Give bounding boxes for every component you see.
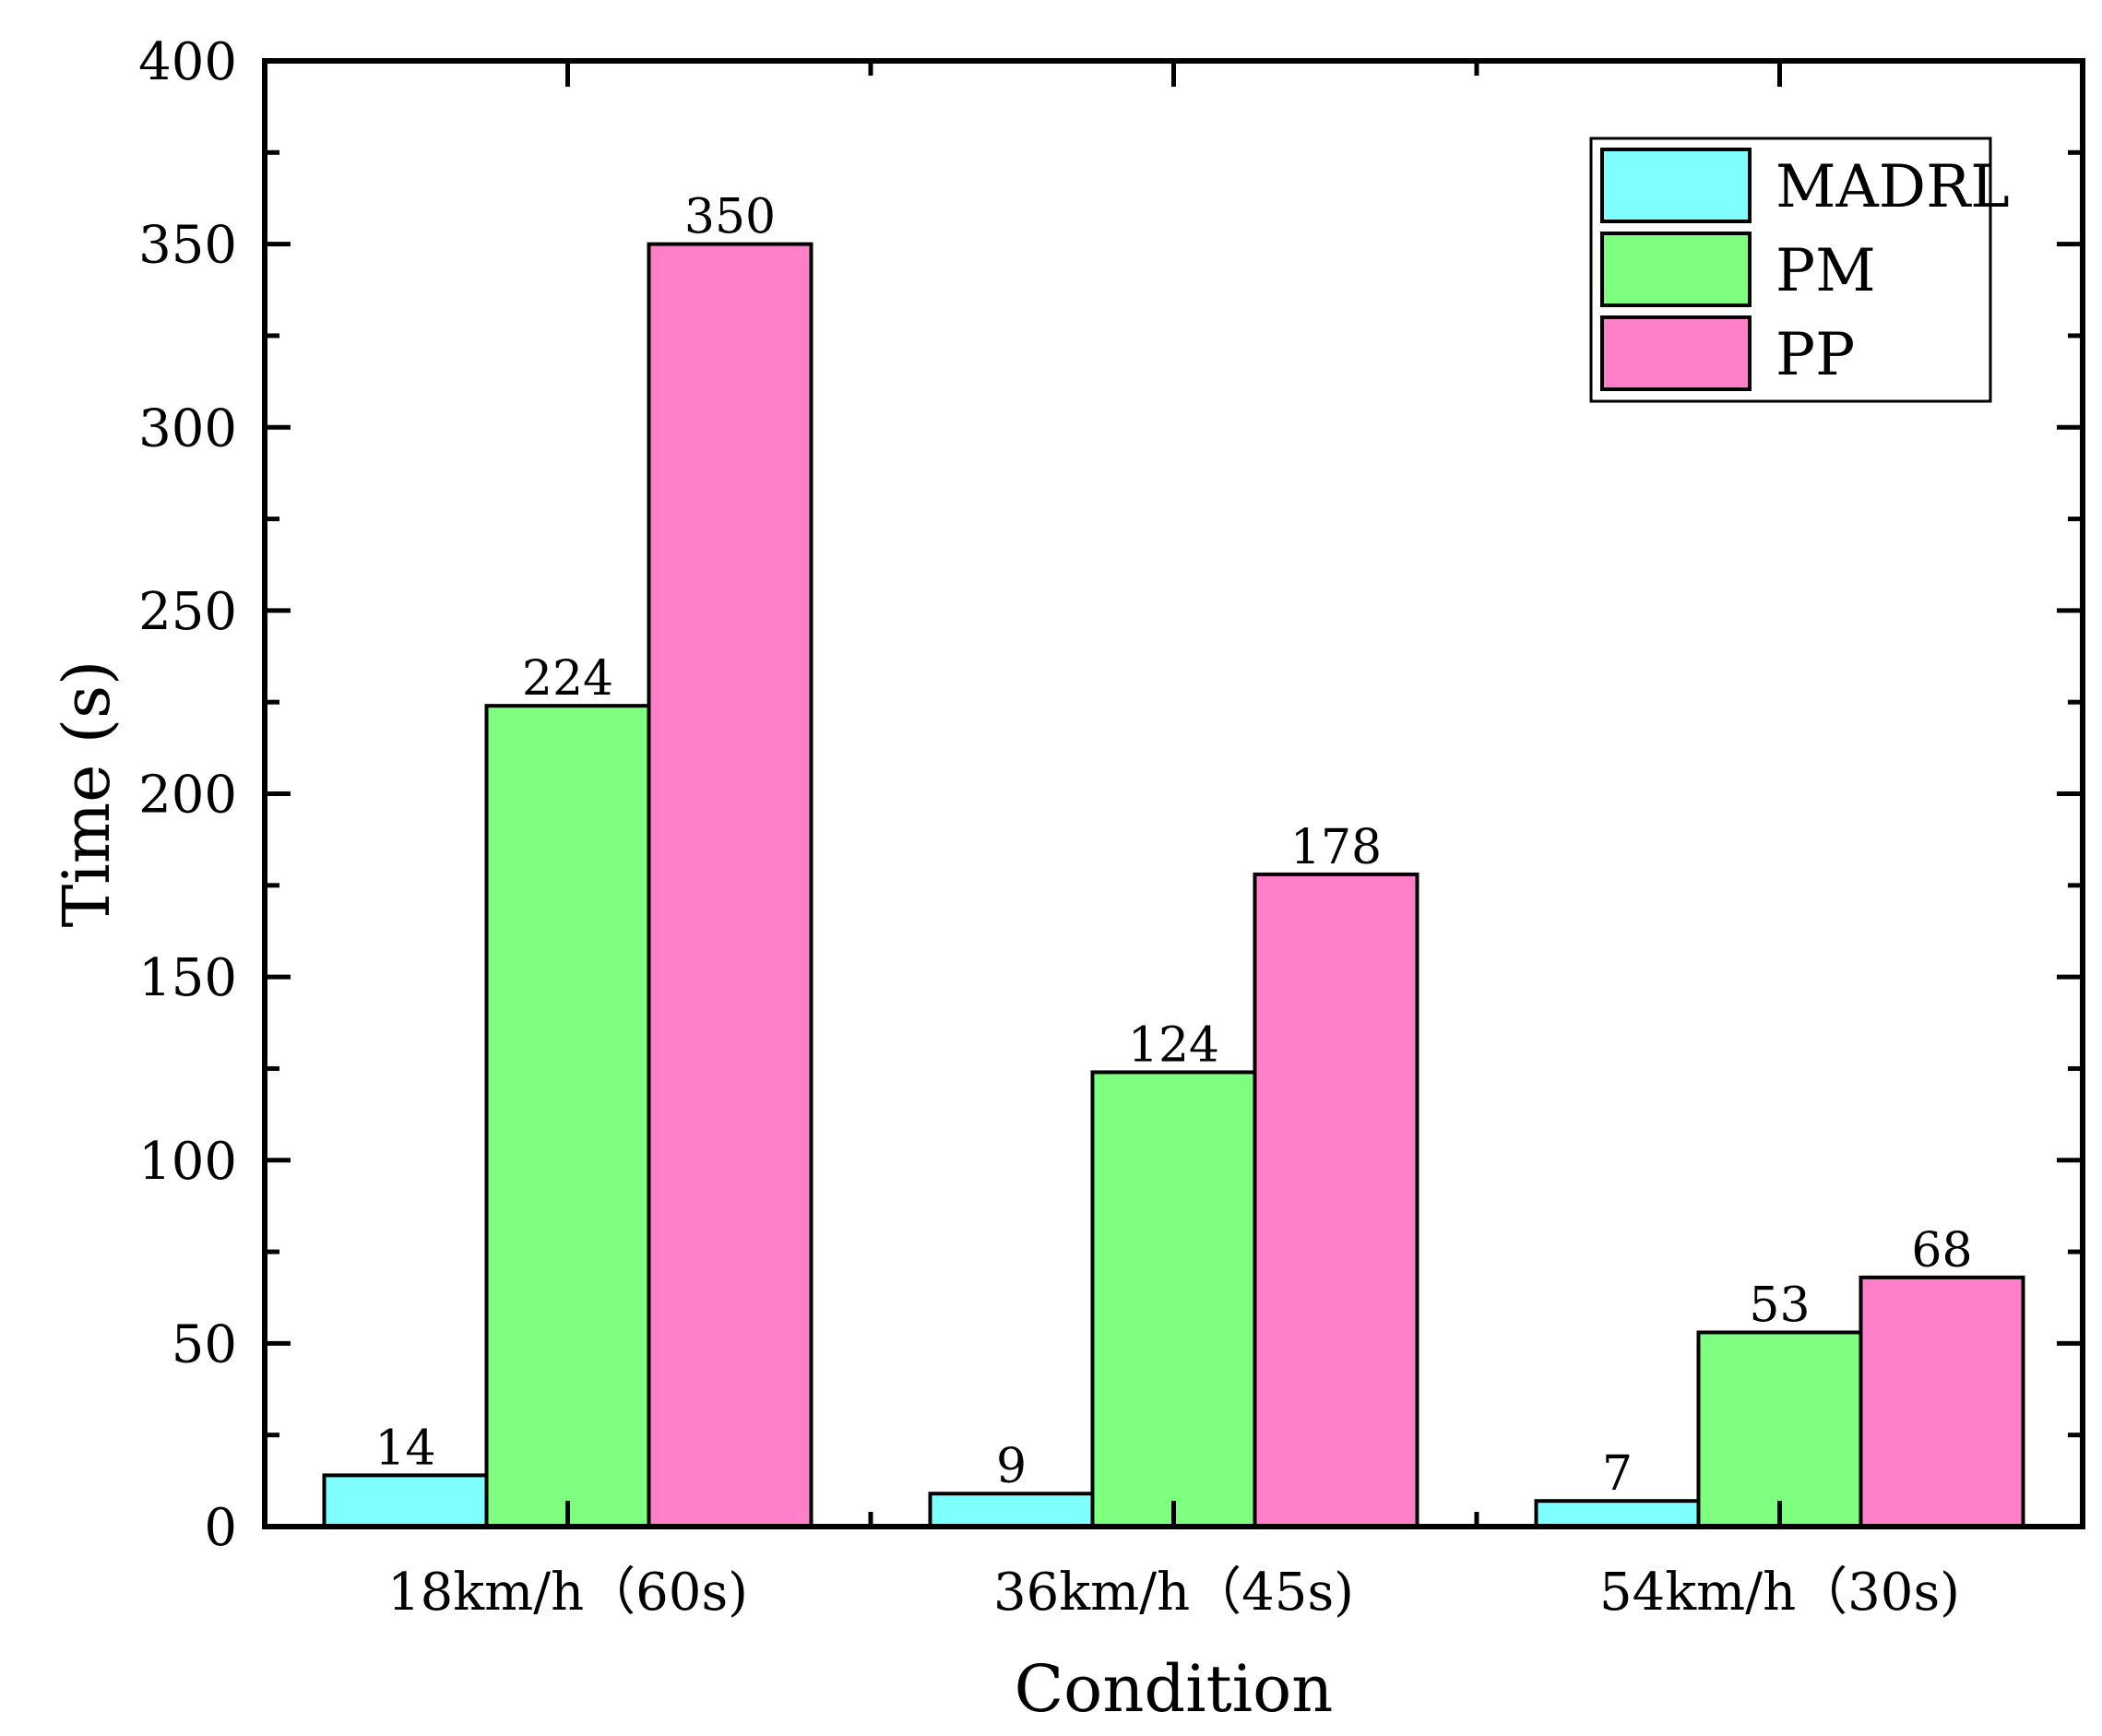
y-axis-title: Time (s) xyxy=(49,660,125,928)
data-label-pm-1: 224 xyxy=(522,651,613,707)
legend-swatch-madrl xyxy=(1600,148,1752,223)
bar-madrl-2 xyxy=(928,1492,1095,1529)
legend-label-pm: PM xyxy=(1775,237,1876,305)
y-tick-label: 50 xyxy=(172,1314,237,1374)
bar-pp-2 xyxy=(1253,872,1419,1528)
y-tick-label: 350 xyxy=(138,216,237,276)
bar-madrl-3 xyxy=(1534,1499,1701,1529)
data-labels: 14 9 7 224 124 53 350 178 68 xyxy=(374,190,1972,1503)
legend: MADRL PM PP xyxy=(1589,137,2010,403)
bar-pm-1 xyxy=(484,704,651,1528)
data-label-madrl-1: 14 xyxy=(374,1421,435,1476)
legend-label-pp: PP xyxy=(1775,321,1855,389)
x-tick-label: 54km/h（30s) xyxy=(1599,1563,1960,1623)
y-tick-label: 200 xyxy=(138,766,237,826)
y-tick-label: 100 xyxy=(138,1132,237,1192)
x-axis-title: Condition xyxy=(1015,1651,1334,1727)
bar-pm-3 xyxy=(1696,1330,1863,1529)
x-tick-labels: 18km/h（60s) 36km/h（45s) 54km/h（30s) xyxy=(387,1563,1960,1623)
data-label-pp-3: 68 xyxy=(1911,1223,1972,1278)
data-label-pm-3: 53 xyxy=(1749,1278,1810,1333)
y-tick-label: 150 xyxy=(138,948,237,1008)
y-tick-label: 250 xyxy=(138,582,237,642)
legend-label-madrl: MADRL xyxy=(1775,153,2010,221)
data-label-pp-2: 178 xyxy=(1290,820,1382,875)
data-label-pm-2: 124 xyxy=(1128,1017,1219,1073)
legend-swatch-pm xyxy=(1600,232,1752,307)
data-label-madrl-2: 9 xyxy=(996,1439,1027,1494)
bar-madrl-1 xyxy=(322,1473,489,1529)
bar-pm-2 xyxy=(1090,1070,1257,1529)
axis-ticks xyxy=(265,58,2083,1529)
x-tick-label: 18km/h（60s) xyxy=(387,1563,748,1623)
y-tick-labels: 0 50 100 150 200 250 300 350 400 xyxy=(138,32,237,1558)
bar-pp-1 xyxy=(647,242,813,1528)
y-tick-label: 400 xyxy=(138,32,237,92)
y-tick-label: 300 xyxy=(138,398,237,458)
data-label-pp-1: 350 xyxy=(684,190,776,245)
data-label-madrl-3: 7 xyxy=(1602,1446,1633,1502)
bar-pp-3 xyxy=(1859,1275,2025,1528)
x-tick-label: 36km/h（45s) xyxy=(993,1563,1354,1623)
y-tick-label: 0 xyxy=(204,1498,237,1558)
bars xyxy=(322,242,2025,1529)
legend-swatch-pp xyxy=(1600,315,1752,391)
